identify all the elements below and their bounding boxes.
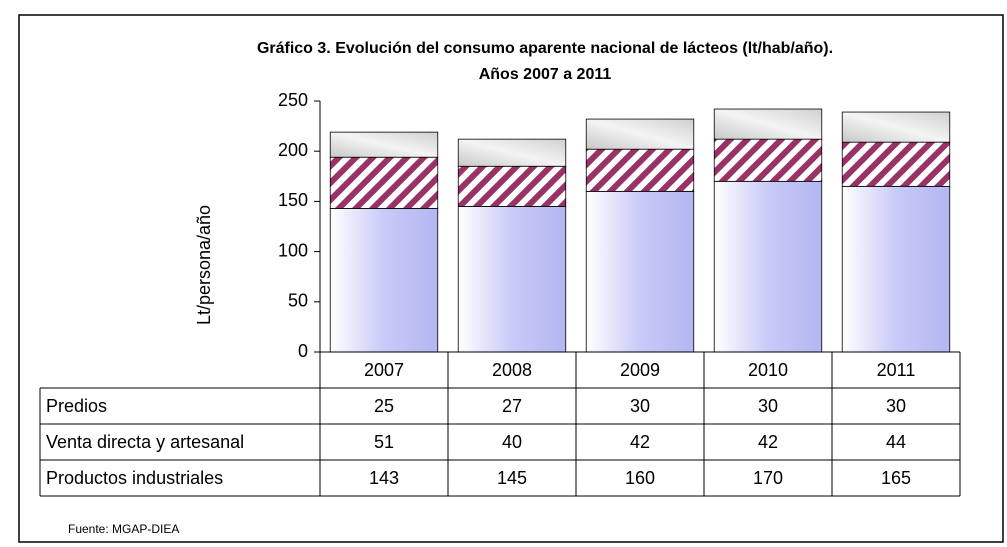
- table-value: 44: [886, 432, 906, 452]
- table-value: 51: [374, 432, 394, 452]
- table-value: 143: [369, 468, 399, 488]
- table-value: 145: [497, 468, 527, 488]
- x-tick-label: 2008: [492, 360, 532, 380]
- bar-segment: [329, 208, 439, 353]
- table-value: 25: [374, 396, 394, 416]
- source: Fuente: MGAP-DIEA: [68, 522, 179, 536]
- table-value: 40: [502, 432, 522, 452]
- chart-subtitle: Años 2007 a 2011: [479, 66, 612, 83]
- bar-segment: [329, 156, 439, 209]
- table-value: 30: [886, 396, 906, 416]
- legend-label: Predios: [46, 396, 107, 416]
- table-value: 170: [753, 468, 783, 488]
- y-tick-label: 50: [288, 291, 308, 311]
- bar-segment: [585, 118, 695, 150]
- legend-label: Venta directa y artesanal: [46, 432, 244, 452]
- bar-segment: [713, 180, 823, 353]
- table-value: 160: [625, 468, 655, 488]
- table-value: 42: [758, 432, 778, 452]
- x-tick-label: 2009: [620, 360, 660, 380]
- y-tick-label: 250: [278, 90, 308, 110]
- bar-segment: [457, 165, 567, 207]
- bar-segment: [841, 185, 951, 353]
- y-axis-label: Lt/persona/año: [194, 205, 214, 325]
- table-value: 42: [630, 432, 650, 452]
- bar-segment: [713, 108, 823, 140]
- chart-title: Gráfico 3. Evolución del consumo aparent…: [257, 40, 833, 57]
- x-tick-label: 2010: [748, 360, 788, 380]
- bar-segment: [713, 138, 823, 182]
- y-tick-label: 100: [278, 240, 308, 260]
- table-value: 30: [630, 396, 650, 416]
- bar-segment: [585, 148, 695, 192]
- legend-label: Productos industriales: [46, 468, 223, 488]
- y-tick-label: 0: [298, 341, 308, 361]
- x-tick-label: 2011: [877, 360, 916, 380]
- y-tick-label: 200: [278, 140, 308, 160]
- table-value: 30: [758, 396, 778, 416]
- bar-segment: [585, 190, 695, 353]
- bar-segment: [841, 111, 951, 143]
- x-tick-label: 2007: [364, 360, 404, 380]
- table-value: 165: [881, 468, 911, 488]
- y-tick-label: 150: [278, 190, 308, 210]
- table-value: 27: [502, 396, 522, 416]
- bar-segment: [329, 131, 439, 158]
- bar-segment: [841, 141, 951, 187]
- bar-segment: [457, 138, 567, 167]
- bar-segment: [457, 206, 567, 353]
